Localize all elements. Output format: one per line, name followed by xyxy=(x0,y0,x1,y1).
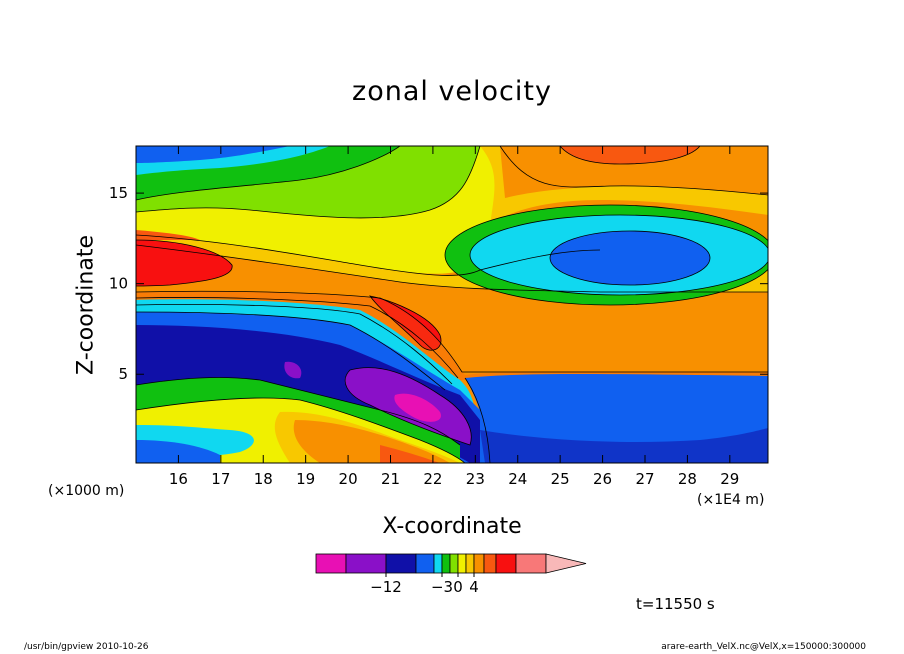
core-red-left xyxy=(136,240,233,286)
colorbar-swatch xyxy=(315,553,347,574)
colorbar-swatch xyxy=(457,553,467,574)
x-tick-label: 19 xyxy=(296,470,315,488)
eddy-blue xyxy=(550,231,710,285)
x-tick-label: 18 xyxy=(254,470,273,488)
time-label: t=11550 s xyxy=(636,595,715,613)
core-purple-small xyxy=(284,361,302,379)
contour-lines xyxy=(136,146,768,463)
footer-source: arare-earth_VelX.nc@VelX,x=150000:300000 xyxy=(661,642,866,652)
colorbar-swatch xyxy=(385,553,417,574)
colorbar-label: −12 xyxy=(370,578,402,596)
contour-field xyxy=(136,146,768,463)
lower-blue-pocket xyxy=(136,440,220,463)
x-tick-label: 23 xyxy=(466,470,485,488)
region-yellow xyxy=(136,146,520,274)
x-tick-label: 25 xyxy=(551,470,570,488)
y-axis-label: Z-coordinate xyxy=(73,235,99,375)
x-tick-label: 28 xyxy=(678,470,697,488)
region-topright-orange xyxy=(500,146,768,198)
colorbar-swatch xyxy=(449,553,459,574)
colorbar-swatch xyxy=(345,553,387,574)
y-tick-label: 15 xyxy=(109,184,128,202)
band-blue-top xyxy=(136,146,290,163)
colorbar-label: 4 xyxy=(469,578,479,596)
x-tick-label: 26 xyxy=(593,470,612,488)
core-red-center xyxy=(370,296,441,351)
y-tick-label: 5 xyxy=(118,365,128,383)
colorbar-swatch xyxy=(515,553,547,574)
x-tick-label: 24 xyxy=(508,470,527,488)
footer-command: /usr/bin/gpview 2010-10-26 xyxy=(24,642,149,652)
x-tick-label: 17 xyxy=(211,470,230,488)
colorbar-label: −3 xyxy=(431,578,453,596)
x-unit-left: (×1000 m) xyxy=(48,483,125,499)
lower-right-darkblue xyxy=(480,428,768,463)
colorbar: −12 −3 0 4 xyxy=(315,553,587,596)
x-axis-label: X-coordinate xyxy=(382,514,522,539)
colorbar-label: 0 xyxy=(453,578,463,596)
y-tick-label: 10 xyxy=(109,275,128,293)
x-tick-label: 21 xyxy=(381,470,400,488)
colorbar-swatch xyxy=(441,553,451,574)
colorbar-swatch xyxy=(465,553,475,574)
colorbar-arrow xyxy=(545,553,587,574)
lower-red xyxy=(380,445,440,463)
x-unit-right: (×1E4 m) xyxy=(697,492,765,508)
x-tick-label: 29 xyxy=(720,470,739,488)
x-axis-ticks: 16 17 18 19 20 21 22 23 24 25 26 27 28 29 xyxy=(169,146,739,488)
y-axis-ticks: 5 10 15 xyxy=(109,184,768,383)
colorbar-swatch xyxy=(473,553,485,574)
core-red-left-edge xyxy=(136,230,200,240)
core-magenta xyxy=(394,393,441,422)
plot-frame xyxy=(135,145,769,464)
x-tick-label: 16 xyxy=(169,470,188,488)
band-lightgreen xyxy=(136,146,480,218)
region-topright-red xyxy=(560,146,700,164)
lower-orange xyxy=(293,420,450,463)
x-tick-label: 27 xyxy=(635,470,654,488)
colorbar-swatch xyxy=(495,553,517,574)
colorbar-swatch xyxy=(415,553,435,574)
colorbar-swatch xyxy=(483,553,497,574)
x-tick-label: 22 xyxy=(423,470,442,488)
chart-title: zonal velocity xyxy=(352,76,552,107)
colorbar-swatch xyxy=(433,553,443,574)
x-tick-label: 20 xyxy=(339,470,358,488)
